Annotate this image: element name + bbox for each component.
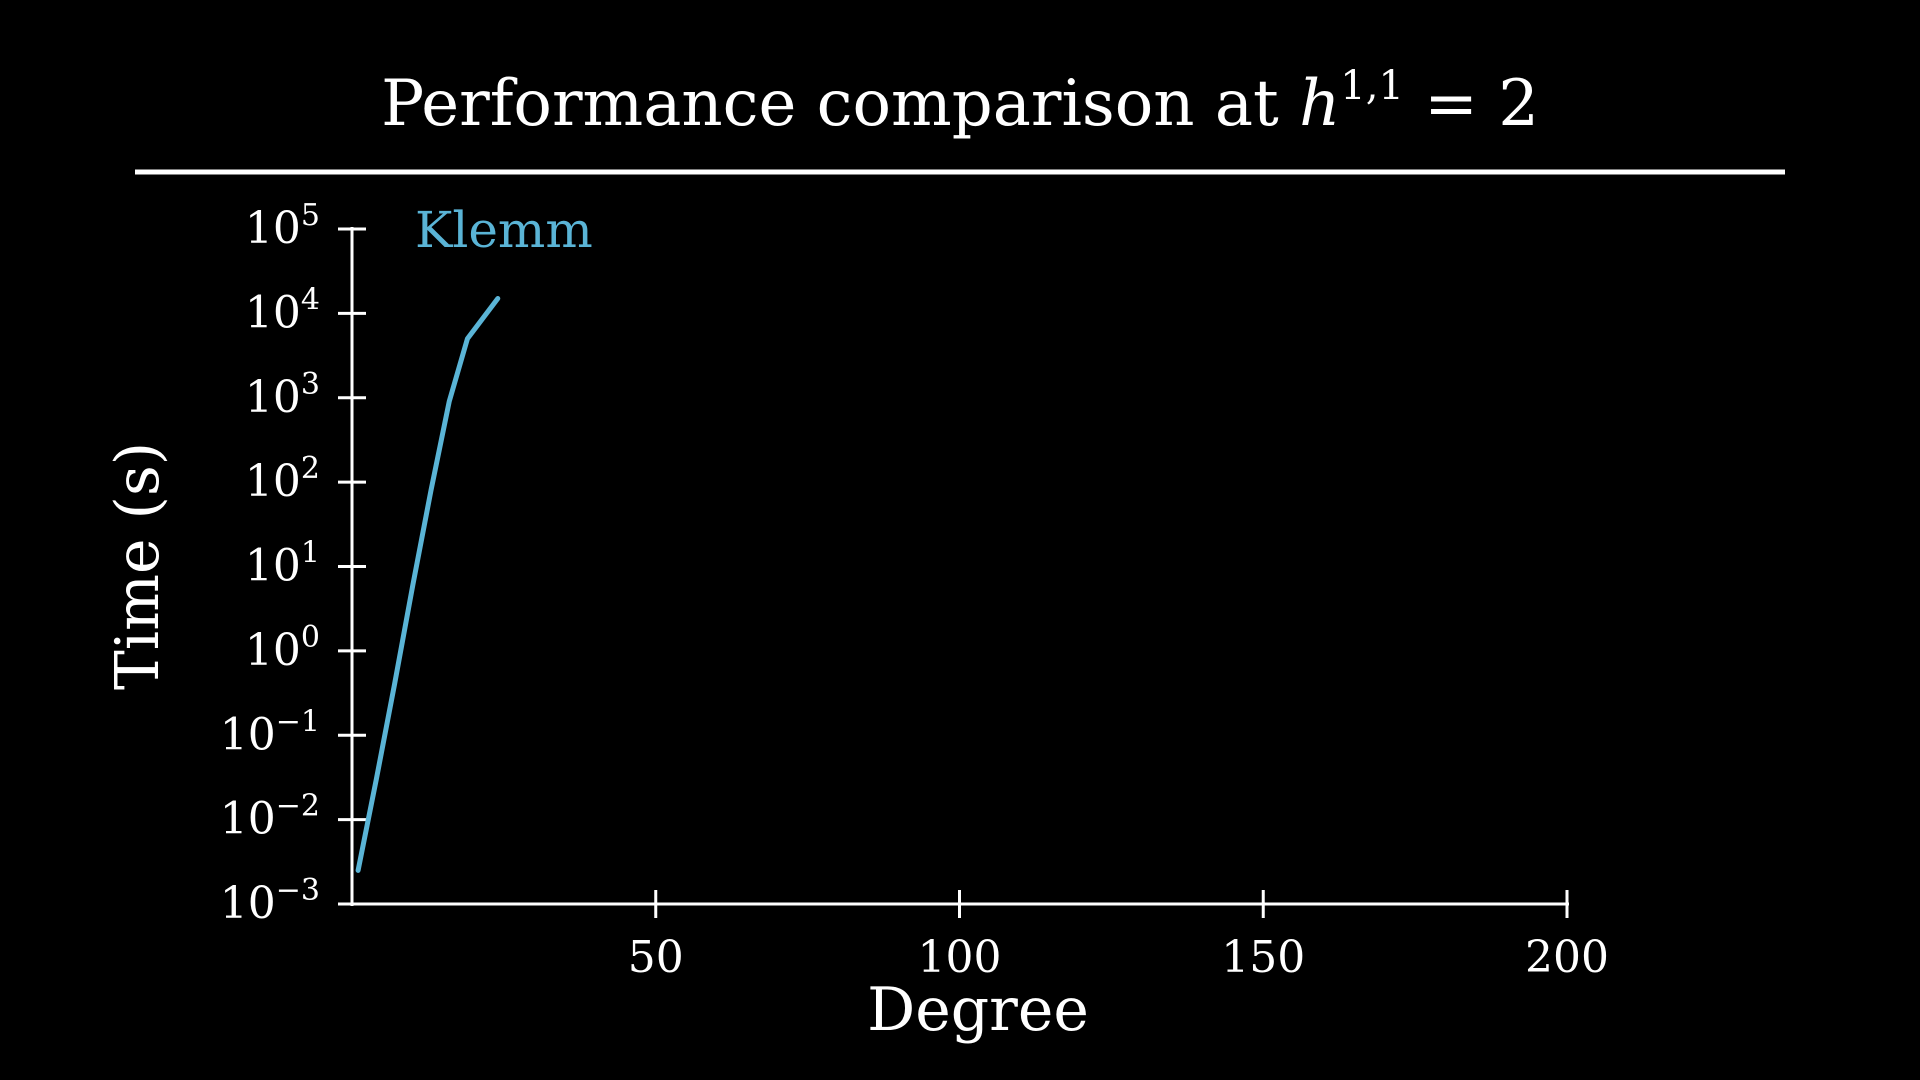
x-axis: 50 100 150 200: [350, 890, 1609, 983]
y-tick-label-base: 10: [220, 794, 276, 845]
y-tick-label: 105: [245, 198, 320, 254]
chart-title-suffix: = 2: [1404, 67, 1539, 141]
y-tick-label-exponent: −2: [276, 789, 320, 824]
y-tick-label-base: 10: [245, 287, 301, 338]
y-tick-label-exponent: 2: [301, 451, 320, 486]
y-tick-label-exponent: −1: [276, 704, 320, 739]
y-tick-label-base: 10: [245, 372, 301, 423]
y-tick-label-base: 10: [245, 203, 301, 254]
y-tick-label-exponent: 4: [301, 282, 320, 317]
chart-title-prefix: Performance comparison at: [381, 67, 1299, 141]
y-tick-label-exponent: −3: [276, 873, 320, 908]
y-tick-label-base: 10: [245, 456, 301, 507]
x-tick-label: 200: [1525, 932, 1609, 983]
y-tick-label-exponent: 0: [301, 620, 320, 655]
x-tick-label: 100: [918, 932, 1002, 983]
series-label-klemm: Klemm: [415, 201, 593, 259]
y-tick-label: 101: [245, 536, 320, 592]
y-tick-label-base: 10: [220, 709, 276, 760]
y-tick-label-exponent: 1: [301, 536, 320, 571]
y-axis-label: Time (s): [103, 442, 173, 690]
y-tick-label: 10−3: [220, 873, 320, 929]
chart-title: Performance comparison at h1,1 = 2: [381, 63, 1539, 141]
y-tick-label: 103: [245, 367, 320, 423]
x-axis-label: Degree: [867, 975, 1089, 1045]
x-tick-label: 150: [1221, 932, 1305, 983]
chart-title-superscript: 1,1: [1340, 63, 1404, 109]
series-line-klemm: [355, 296, 501, 873]
y-tick-label-exponent: 5: [301, 198, 320, 233]
y-tick-label-exponent: 3: [301, 367, 320, 402]
y-tick-label: 100: [245, 620, 320, 676]
y-tick-label-base: 10: [245, 541, 301, 592]
y-tick-label: 10−2: [220, 789, 320, 845]
y-tick-label: 10−1: [220, 704, 320, 760]
y-tick-label: 104: [245, 282, 320, 338]
x-tick-label: 50: [628, 932, 684, 983]
y-tick-label: 102: [245, 451, 320, 507]
chart-title-variable: h: [1299, 67, 1340, 141]
y-tick-label-base: 10: [220, 878, 276, 929]
y-tick-label-base: 10: [245, 625, 301, 676]
series-layer: Klemm: [355, 201, 593, 873]
